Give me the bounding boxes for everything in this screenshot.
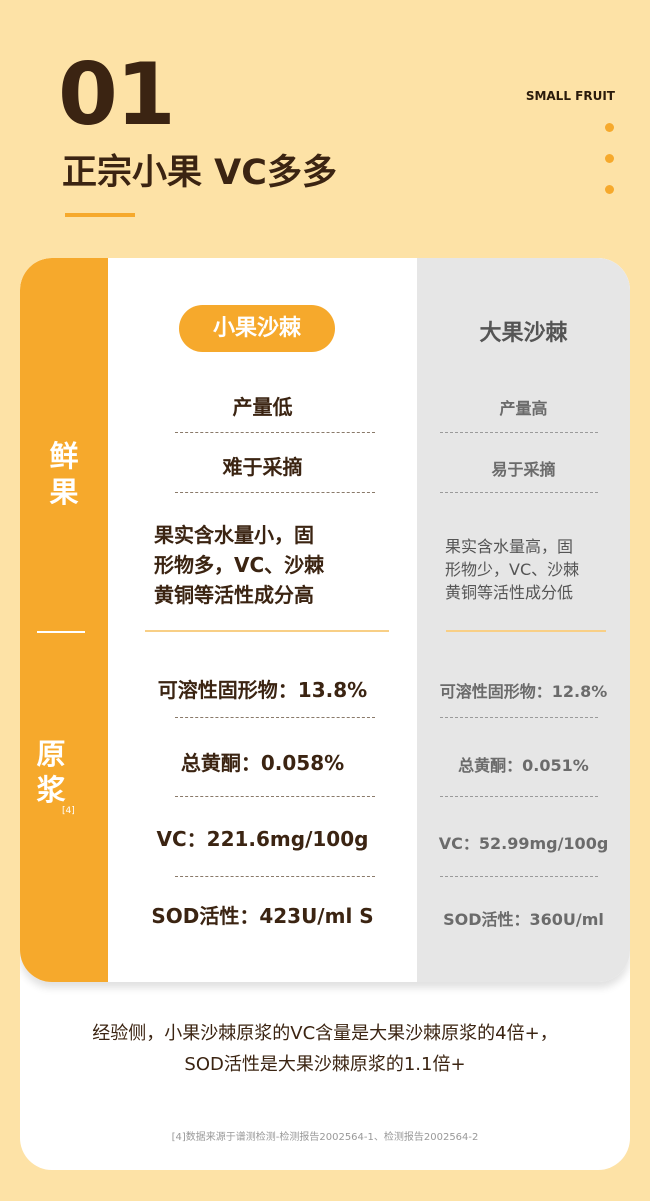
label-char: 果 [49,475,79,509]
row-divider [440,492,598,493]
cell-large: 易于采摘 [491,460,556,479]
cell-large: SOD活性：360U/ml [443,910,604,929]
large-fruit-header: 大果沙棘 [479,321,568,346]
cell-small: 难于采摘 [222,455,303,479]
conclusion-text: 经验侧，小果沙棘原浆的VC含量是大果沙棘原浆的4倍+， SOD活性是大果沙棘原浆… [20,1018,630,1080]
footnote: [4]数据来源于谱测检测-检测报告2002564-1、检测报告2002564-2 [171,1132,479,1143]
dot-icon [605,154,614,163]
section-divider [145,630,389,632]
cell-small: 总黄酮：0.058% [180,751,345,775]
cell-small: SOD活性：423U/ml S [151,904,374,928]
comparison-card: 鲜 果 原 浆 [4] 小果沙棘 大果沙棘 产量低 产量高 难于采摘 易于采摘 … [20,258,630,1170]
cell-small: 果实含水量小，固 形物多，VC、沙棘 黄铜等活性成分高 [154,523,325,607]
row-divider [175,796,375,797]
cell-small: 产量低 [232,395,293,419]
section-tag: SMALL FRUIT [525,89,615,103]
conclusion-line: 经验侧，小果沙棘原浆的VC含量是大果沙棘原浆的4倍+， [92,1023,558,1044]
reference-mark: [4] [62,806,75,816]
cell-large: 产量高 [499,399,548,418]
section-title: 正宗小果 VC多多 [62,153,337,193]
section-divider [37,631,85,633]
row-divider [175,492,375,493]
cell-large: 可溶性固形物：12.8% [439,682,608,701]
title-underline [65,213,135,217]
comparison-table: 鲜 果 原 浆 [4] 小果沙棘 大果沙棘 产量低 产量高 难于采摘 易于采摘 … [20,258,630,982]
cell-large: 总黄酮：0.051% [458,756,589,775]
conclusion-line: SOD活性是大果沙棘原浆的1.1倍+ [184,1054,466,1075]
row-divider [175,717,375,718]
cell-small: VC：221.6mg/100g [156,827,369,851]
section-divider [446,630,606,632]
small-fruit-header: 小果沙棘 [179,305,335,352]
row-divider [175,876,375,877]
section-label-fresh: 鲜 果 [20,438,108,510]
row-divider [440,796,598,797]
category-column [20,258,108,982]
row-divider [440,876,598,877]
section-number: 01 [58,45,176,145]
cell-small: 可溶性固形物：13.8% [157,678,368,702]
row-divider [440,717,598,718]
large-fruit-column [417,258,630,982]
label-char: 浆 [36,773,66,807]
cell-large: 果实含水量高，固 形物少，VC、沙棘 黄铜等活性成分低 [445,537,580,602]
label-char: 原 [36,737,66,771]
dot-icon [605,123,614,132]
dot-icon [605,185,614,194]
section-label-juice: 原 浆 [20,736,95,808]
small-fruit-column [108,258,417,982]
cell-large: VC：52.99mg/100g [438,834,609,853]
label-char: 鲜 [49,439,79,473]
row-divider [175,432,375,433]
row-divider [440,432,598,433]
